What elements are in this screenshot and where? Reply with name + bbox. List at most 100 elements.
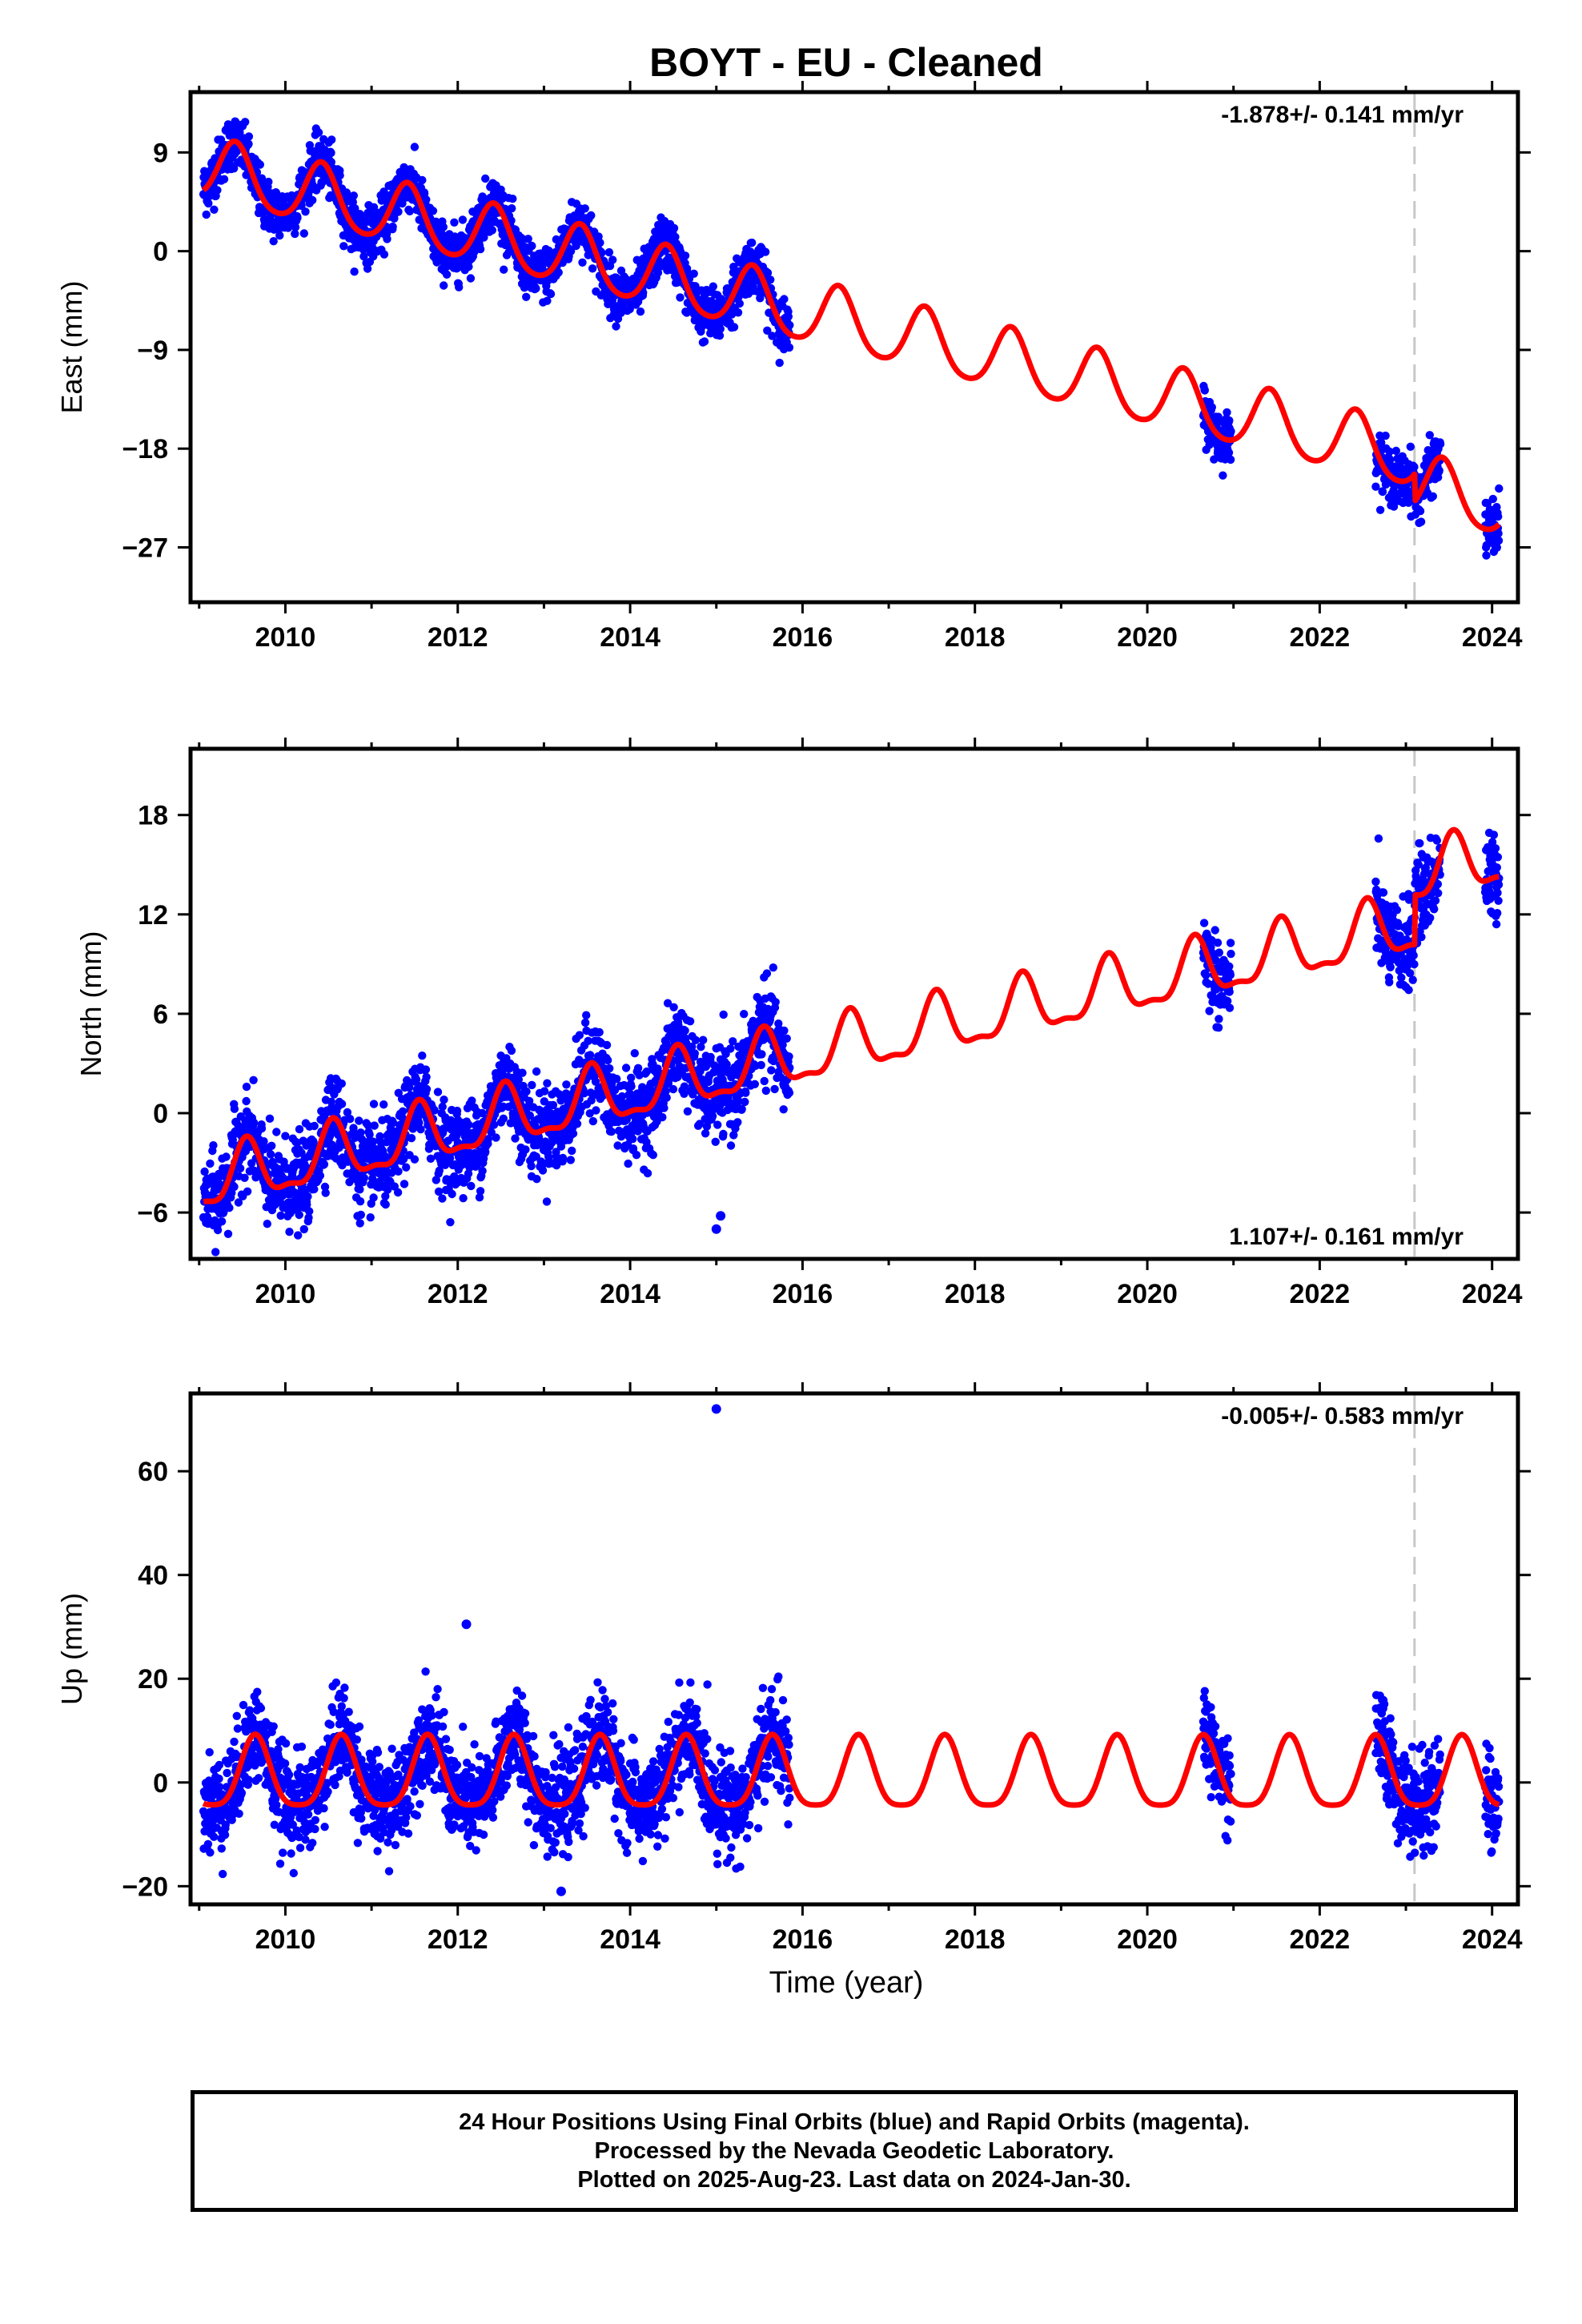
model-fit-line <box>201 826 1501 1204</box>
data-point <box>543 296 552 305</box>
y-tick-label: 18 <box>138 801 168 831</box>
data-point <box>713 1120 722 1129</box>
data-point <box>1428 492 1438 501</box>
data-point <box>365 1130 374 1140</box>
data-point <box>379 250 389 259</box>
data-point <box>1430 905 1439 914</box>
data-point <box>327 158 335 167</box>
data-point <box>762 969 772 978</box>
y-tick-label: 12 <box>138 900 168 931</box>
data-point <box>683 1107 693 1116</box>
data-point <box>1431 896 1440 905</box>
data-point <box>662 1093 671 1102</box>
data-point <box>464 1120 473 1129</box>
data-point <box>669 223 679 233</box>
data-point <box>630 1049 639 1058</box>
data-point <box>568 1146 576 1156</box>
data-point <box>1492 863 1502 872</box>
data-point <box>263 1220 271 1228</box>
data-point <box>1386 455 1395 464</box>
data-point <box>760 1076 769 1086</box>
data-point <box>1374 834 1383 843</box>
data-point <box>1495 484 1504 493</box>
data-point <box>532 284 540 293</box>
data-point <box>337 1079 346 1088</box>
data-point <box>1205 1007 1214 1015</box>
data-point <box>1397 973 1406 983</box>
data-point <box>339 242 348 251</box>
data-point <box>299 229 308 238</box>
data-point <box>775 358 784 368</box>
data-point <box>337 1100 347 1108</box>
data-point <box>757 1050 766 1059</box>
data-point <box>1493 888 1502 898</box>
data-point <box>521 1145 530 1154</box>
data-point <box>1410 959 1419 969</box>
data-point <box>706 1052 715 1062</box>
data-point <box>446 1218 455 1227</box>
data-point <box>566 247 576 255</box>
data-point <box>582 1011 591 1019</box>
data-point <box>1432 836 1442 845</box>
data-point <box>648 1151 657 1160</box>
data-point <box>1225 416 1234 425</box>
data-point <box>770 1084 779 1094</box>
data-point <box>780 295 789 304</box>
data-point <box>1416 517 1426 526</box>
data-point <box>297 201 306 211</box>
data-point <box>719 1010 728 1019</box>
data-point <box>1482 551 1491 560</box>
data-point <box>500 265 508 274</box>
data-point <box>308 195 317 205</box>
data-point <box>612 322 620 331</box>
y-tick-label: 0 <box>153 1099 168 1129</box>
data-point <box>275 231 284 240</box>
data-point <box>761 1086 770 1096</box>
data-point <box>1392 906 1402 915</box>
data-point <box>438 1102 447 1112</box>
series-daily-positions <box>199 828 1504 1256</box>
data-point <box>741 1088 750 1097</box>
data-point <box>476 1187 485 1196</box>
data-point <box>558 1153 568 1163</box>
data-point <box>733 308 743 317</box>
data-point <box>1493 909 1502 918</box>
data-point <box>608 255 617 264</box>
data-point <box>206 1159 215 1168</box>
data-point <box>621 1063 631 1072</box>
data-point <box>363 264 372 273</box>
data-point <box>315 1171 325 1180</box>
data-point <box>355 1197 365 1206</box>
data-point <box>1435 466 1443 475</box>
data-point <box>350 267 359 276</box>
data-point <box>1386 963 1395 972</box>
data-point <box>230 1182 239 1192</box>
data-point <box>291 229 299 239</box>
data-point <box>627 1073 636 1083</box>
x-tick-label: 2010 <box>255 1279 316 1309</box>
data-point <box>669 1003 678 1012</box>
x-tick-label: 2020 <box>1117 1279 1178 1309</box>
data-point <box>524 235 532 243</box>
data-point <box>1410 462 1419 472</box>
data-point <box>305 1207 314 1216</box>
data-point <box>592 1106 600 1115</box>
data-point <box>624 1159 632 1168</box>
data-point <box>249 1076 258 1085</box>
x-tick-label: 2018 <box>945 1279 1006 1309</box>
data-point <box>580 1018 590 1027</box>
data-point <box>346 1115 355 1124</box>
data-point <box>566 1156 575 1164</box>
x-tick-label: 2024 <box>1462 622 1523 653</box>
data-point <box>575 1031 584 1039</box>
data-point <box>381 1200 390 1209</box>
data-point <box>691 282 700 291</box>
data-point <box>532 1067 541 1076</box>
data-point <box>388 222 397 231</box>
data-point <box>321 1188 330 1197</box>
data-point <box>230 1104 239 1113</box>
data-point <box>422 195 431 204</box>
data-point <box>265 1114 275 1124</box>
data-point <box>757 1060 765 1070</box>
